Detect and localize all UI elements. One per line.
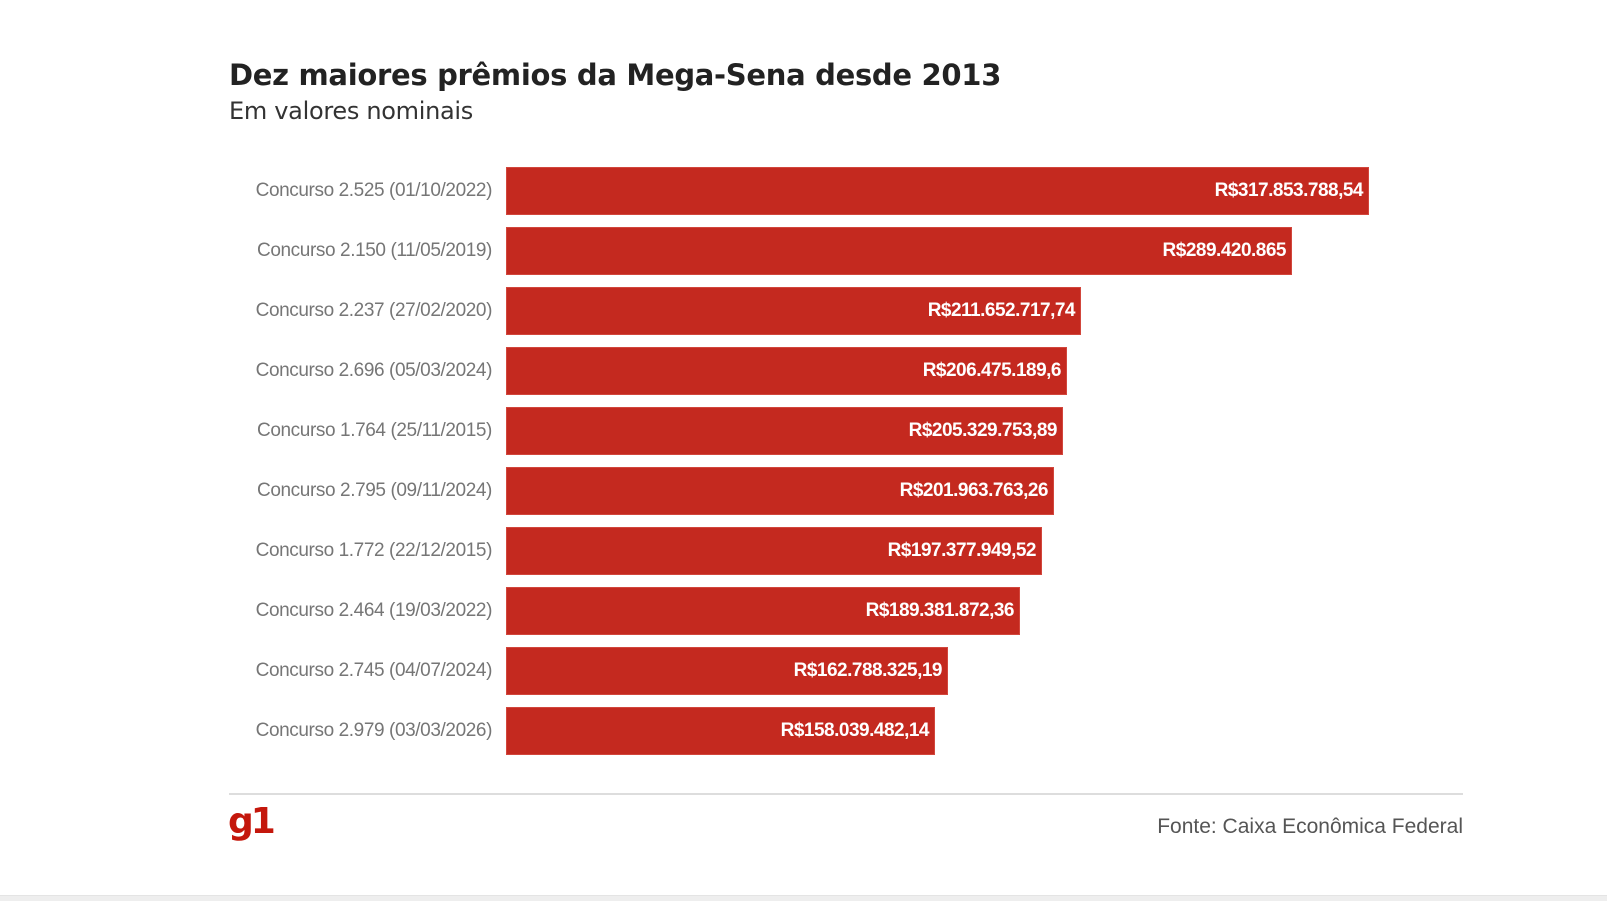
chart-title: Dez maiores prêmios da Mega-Sena desde 2… — [229, 58, 1002, 92]
bar-value-label: R$205.329.753,89 — [908, 420, 1058, 441]
bottom-strip — [0, 895, 1607, 901]
bar: R$206.475.189,6 — [506, 347, 1067, 395]
bar-value-label: R$189.381.872,36 — [865, 600, 1015, 621]
bar-value-label: R$162.788.325,19 — [793, 660, 943, 681]
category-label: Concurso 1.764 (25/11/2015) — [257, 420, 492, 441]
category-label: Concurso 1.772 (22/12/2015) — [255, 540, 493, 561]
category-label: Concurso 2.525 (01/10/2022) — [255, 180, 493, 201]
bar-value-label: R$206.475.189,6 — [922, 360, 1062, 381]
bar: R$317.853.788,54 — [506, 167, 1369, 215]
bar-value-label: R$289.420.865 — [1162, 240, 1287, 261]
chart-subtitle: Em valores nominais — [229, 97, 474, 125]
source-note: Fonte: Caixa Econômica Federal — [1157, 815, 1463, 838]
category-label: Concurso 2.745 (04/07/2024) — [255, 660, 493, 681]
category-label: Concurso 2.464 (19/03/2022) — [255, 600, 493, 621]
bar-value-label: R$201.963.763,26 — [899, 480, 1049, 501]
bar: R$158.039.482,14 — [506, 707, 935, 755]
bar: R$201.963.763,26 — [506, 467, 1054, 515]
bar: R$205.329.753,89 — [506, 407, 1063, 455]
bar-value-label: R$158.039.482,14 — [780, 720, 930, 741]
bar-value-label: R$211.652.717,74 — [927, 300, 1076, 321]
bar: R$211.652.717,74 — [506, 287, 1081, 335]
category-label: Concurso 2.795 (09/11/2024) — [257, 480, 492, 501]
bar-value-label: R$317.853.788,54 — [1214, 180, 1364, 201]
bar: R$162.788.325,19 — [506, 647, 948, 695]
g1-logo: g1 — [228, 801, 276, 842]
category-label: Concurso 2.150 (11/05/2019) — [257, 240, 492, 261]
category-label: Concurso 2.237 (27/02/2020) — [255, 300, 493, 321]
bar: R$289.420.865 — [506, 227, 1292, 275]
bar: R$197.377.949,52 — [506, 527, 1042, 575]
category-label: Concurso 2.696 (05/03/2024) — [255, 360, 493, 381]
bar: R$189.381.872,36 — [506, 587, 1020, 635]
footer-divider — [229, 793, 1463, 795]
category-label: Concurso 2.979 (03/03/2026) — [255, 720, 493, 741]
bar-value-label: R$197.377.949,52 — [887, 540, 1037, 561]
